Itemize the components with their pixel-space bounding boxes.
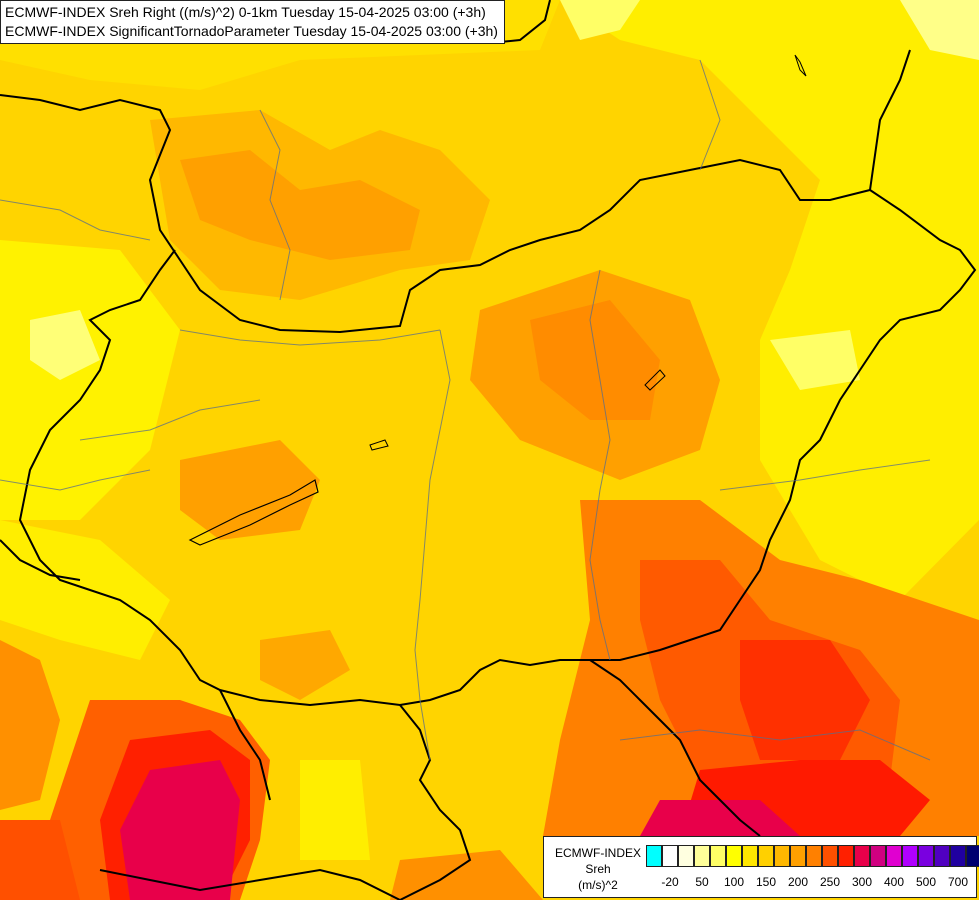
legend-tick-label: 50 (695, 875, 709, 889)
legend-swatch (726, 845, 742, 867)
field-yellow (0, 0, 979, 860)
legend-swatches (646, 845, 979, 867)
legend-tick-label: 150 (755, 875, 777, 889)
legend-swatch (902, 845, 918, 867)
small-lake-1 (369, 439, 389, 451)
field-orange (0, 110, 979, 900)
color-legend: ECMWF-INDEX Sreh (m/s)^2 -20 50 100 150 200 2… (543, 836, 979, 898)
legend-name-line-2: Sreh (585, 862, 611, 876)
legend-swatch (710, 845, 726, 867)
legend-swatch (646, 845, 662, 867)
legend-ticks: -20 50 100 150 200 250 300 400 500 700 (646, 875, 976, 891)
legend-name-line-3: (m/s)^2 (578, 878, 618, 892)
legend-tick-label: 500 (915, 875, 937, 889)
legend-swatch (934, 845, 950, 867)
legend-tick-label: 700 (947, 875, 969, 889)
legend-swatch (854, 845, 870, 867)
legend-tick-label: 300 (851, 875, 873, 889)
small-lake-3 (794, 54, 807, 77)
legend-tick-label: 250 (819, 875, 841, 889)
legend-tick-label: 400 (883, 875, 905, 889)
legend-swatch (758, 845, 774, 867)
legend-swatch (966, 845, 979, 867)
legend-swatch (838, 845, 854, 867)
legend-swatch (822, 845, 838, 867)
legend-swatch (662, 845, 678, 867)
legend-tick-label: -20 (661, 875, 679, 889)
legend-swatch (918, 845, 934, 867)
legend-swatch (678, 845, 694, 867)
legend-tick-label: 100 (723, 875, 745, 889)
rivers (0, 59, 931, 761)
legend-swatch (806, 845, 822, 867)
small-lake-2 (644, 369, 666, 391)
legend-title: ECMWF-INDEX Sreh (m/s)^2 (550, 845, 646, 893)
legend-tick-label: 200 (787, 875, 809, 889)
map-title-box: ECMWF-INDEX Sreh Right ((m/s)^2) 0-1km T… (0, 0, 505, 44)
legend-swatch (870, 845, 886, 867)
legend-swatch (742, 845, 758, 867)
legend-name-line-1: ECMWF-INDEX (555, 846, 641, 860)
legend-swatch (790, 845, 806, 867)
legend-swatch (886, 845, 902, 867)
legend-swatch (694, 845, 710, 867)
legend-swatch (774, 845, 790, 867)
title-line-1: ECMWF-INDEX Sreh Right ((m/s)^2) 0-1km T… (5, 4, 486, 20)
title-line-2: ECMWF-INDEX SignificantTornadoParameter … (5, 23, 498, 39)
lake-balaton (188, 479, 319, 546)
legend-swatch (950, 845, 966, 867)
